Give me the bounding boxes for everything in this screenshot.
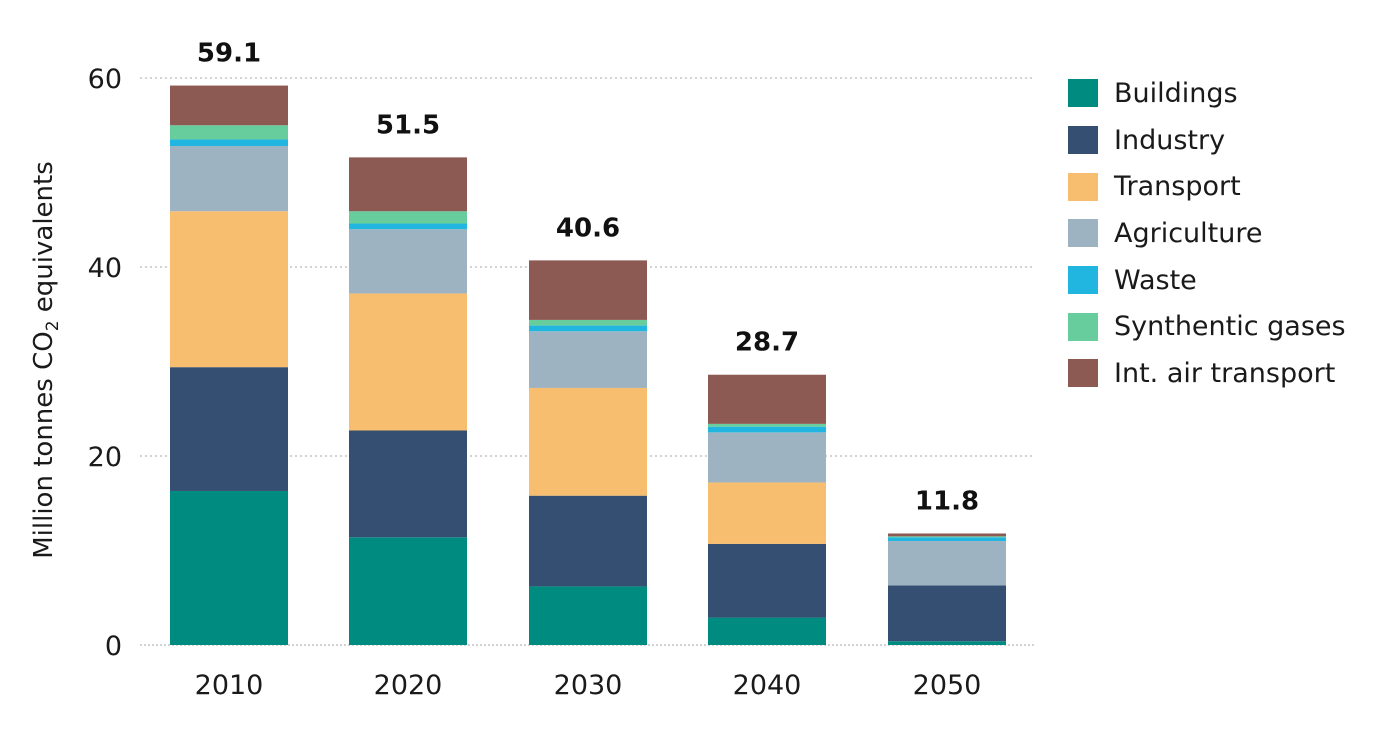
bar-stack xyxy=(888,533,1006,645)
y-tick-label: 0 xyxy=(105,631,122,662)
legend-label: Transport xyxy=(1114,171,1241,203)
bar-segment xyxy=(888,537,1006,542)
legend-item: Agriculture xyxy=(1068,210,1346,257)
legend-label: Synthentic gases xyxy=(1114,311,1346,343)
bar-segment xyxy=(529,586,647,645)
bar-segment xyxy=(529,495,647,587)
bar-segment xyxy=(529,325,647,332)
bar-stack xyxy=(170,85,288,645)
bar-segment xyxy=(888,641,1006,645)
bar-stack xyxy=(708,374,826,645)
bar-total-label: 51.5 xyxy=(376,110,440,140)
legend-swatch xyxy=(1068,126,1098,155)
x-tick-label: 2020 xyxy=(374,670,443,701)
legend-item: Synthentic gases xyxy=(1068,303,1346,350)
legend-label: Waste xyxy=(1114,264,1197,296)
bar-segment xyxy=(349,157,467,212)
bar-segment xyxy=(170,85,288,126)
bar-segment xyxy=(888,533,1006,537)
bar-segment xyxy=(888,585,1006,642)
bars xyxy=(170,85,1006,645)
y-tick-label: 60 xyxy=(88,64,122,95)
bar-segment xyxy=(708,426,826,433)
y-axis-label-suffix: equivalents xyxy=(29,161,59,320)
legend-item: Buildings xyxy=(1068,70,1346,117)
legend-swatch xyxy=(1068,312,1098,341)
legend-label: Buildings xyxy=(1114,77,1238,109)
bar-segment xyxy=(349,293,467,431)
y-axis-label: Million tonnes CO2 equivalents xyxy=(29,161,63,559)
bar-segment xyxy=(708,543,826,618)
bar-total-label: 11.8 xyxy=(915,486,979,516)
bar-segment xyxy=(708,374,826,424)
legend-item: Int. air transport xyxy=(1068,350,1346,397)
legend-label: Industry xyxy=(1114,124,1226,156)
bar-segment xyxy=(529,331,647,388)
bar-total-label: 40.6 xyxy=(556,213,620,243)
bar-segment xyxy=(349,537,467,645)
bar-segment xyxy=(529,319,647,326)
legend: Buildings Industry Transport Agriculture Was… xyxy=(1068,70,1346,397)
x-axis-ticks: 2010 2020 2030 2040 2050 xyxy=(195,670,982,701)
x-tick-label: 2010 xyxy=(195,670,264,701)
bar-segment xyxy=(170,211,288,368)
x-tick-label: 2050 xyxy=(913,670,982,701)
y-axis-label-subscript: 2 xyxy=(43,320,63,331)
bar-segment xyxy=(170,139,288,147)
legend-label: Agriculture xyxy=(1114,217,1263,249)
x-tick-label: 2030 xyxy=(554,670,623,701)
bar-total-label: 59.1 xyxy=(197,39,261,69)
bar-segment xyxy=(349,430,467,538)
bar-segment xyxy=(529,387,647,496)
bar-segment xyxy=(708,617,826,645)
bar-segment xyxy=(529,260,647,320)
bar-segment xyxy=(170,367,288,491)
bar-segment xyxy=(170,125,288,140)
bar-segment xyxy=(888,541,1006,586)
legend-swatch xyxy=(1068,172,1098,201)
x-tick-label: 2040 xyxy=(733,670,802,701)
y-tick-label: 20 xyxy=(88,442,122,473)
bar-segment xyxy=(708,423,826,427)
bar-segment xyxy=(888,536,1006,538)
y-tick-label: 40 xyxy=(88,253,122,284)
bar-segment xyxy=(170,146,288,212)
bar-segment xyxy=(708,482,826,544)
bar-totals: 59.1 51.5 40.6 28.7 11.8 xyxy=(197,39,979,517)
legend-swatch xyxy=(1068,266,1098,295)
legend-item: Waste xyxy=(1068,257,1346,304)
y-axis-label-main: Million tonnes CO xyxy=(29,331,59,558)
legend-swatch xyxy=(1068,79,1098,108)
legend-item: Industry xyxy=(1068,117,1346,164)
bar-segment xyxy=(349,211,467,224)
legend-swatch xyxy=(1068,359,1098,388)
y-axis-ticks: 0 20 40 60 xyxy=(88,64,122,662)
bar-segment xyxy=(170,490,288,645)
legend-swatch xyxy=(1068,219,1098,248)
bar-segment xyxy=(349,223,467,230)
legend-item: Transport xyxy=(1068,163,1346,210)
gridlines xyxy=(140,77,1035,646)
bar-total-label: 28.7 xyxy=(735,328,799,358)
bar-stack xyxy=(529,260,647,645)
bar-segment xyxy=(349,229,467,294)
legend-label: Int. air transport xyxy=(1114,357,1336,389)
bar-segment xyxy=(708,432,826,483)
bar-stack xyxy=(349,157,467,645)
